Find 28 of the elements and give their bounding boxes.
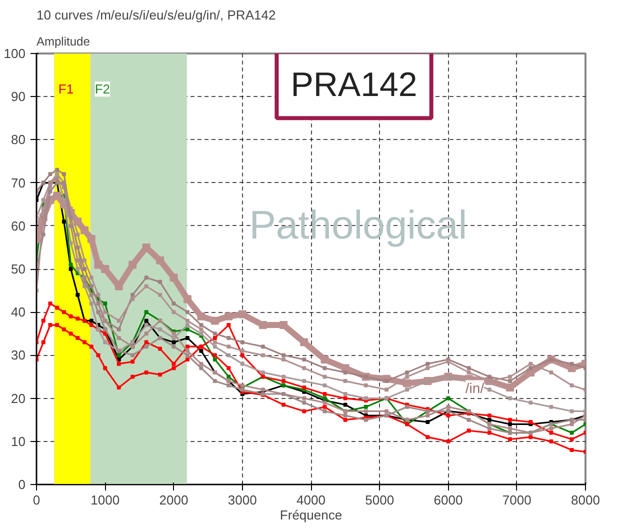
y-tick-label: 70: [11, 175, 26, 190]
x-tick-label: 5000: [365, 492, 394, 508]
x-tick-label: 7000: [502, 492, 532, 508]
annotation: /in/: [465, 380, 484, 396]
annotation: PRA142: [290, 66, 418, 104]
x-tick-label: 3000: [228, 492, 257, 508]
y-tick-label: 0: [18, 477, 26, 492]
y-axis-title: Amplitude: [36, 34, 90, 48]
x-tick-label: 8000: [571, 492, 600, 508]
y-tick-label: 30: [11, 348, 26, 363]
x-tick-label: 0: [32, 492, 40, 508]
y-tick-label: 60: [11, 218, 26, 234]
band-label: F2: [94, 82, 110, 97]
y-tick-label: 20: [11, 390, 26, 406]
y-tick-label: 40: [11, 304, 26, 320]
y-tick-label: 80: [11, 132, 26, 148]
y-tick-label: 50: [11, 262, 26, 276]
band-label: F1: [58, 82, 74, 97]
annotation: Pathological: [249, 203, 468, 248]
chart-title: 10 curves /m/eu/s/i/eu/s/eu/g/in/, PRA142: [36, 8, 276, 22]
y-tick-label: 90: [11, 89, 26, 104]
x-axis-title: Fréquence: [280, 508, 342, 522]
y-tick-label: 10: [11, 434, 26, 449]
x-tick-label: 2000: [159, 492, 188, 508]
x-tick-label: 6000: [434, 492, 463, 508]
y-tick-label: 100: [4, 46, 26, 61]
x-tick-label: 4000: [296, 492, 326, 508]
x-tick-label: 1000: [90, 492, 120, 508]
